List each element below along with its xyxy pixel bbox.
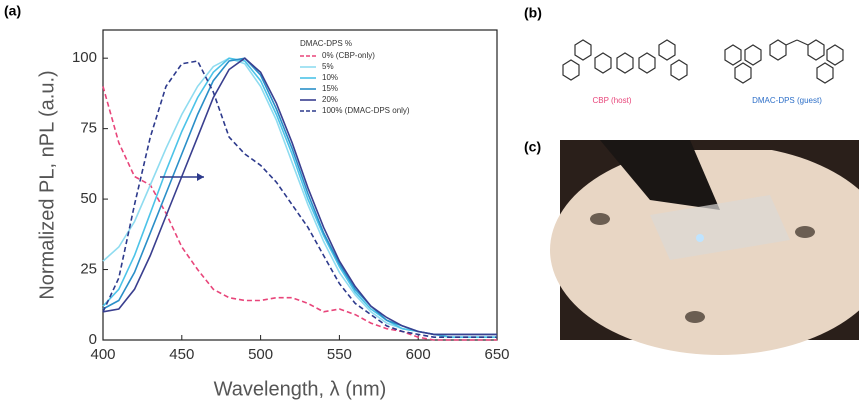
x-tick-label: 550 <box>327 346 352 363</box>
molecule-label: CBP (host) <box>593 96 632 105</box>
x-tick-label: 650 <box>484 346 509 363</box>
legend-label: 0% (CBP-only) <box>322 51 375 60</box>
y-tick-label: 50 <box>80 190 97 207</box>
molecule-label: DMAC-DPS (guest) <box>752 96 822 105</box>
photo <box>550 140 859 355</box>
x-tick-label: 450 <box>169 346 194 363</box>
legend-label: 100% (DMAC-DPS only) <box>322 106 410 115</box>
y-tick-label: 75 <box>80 120 97 137</box>
page: (a) (b) (c) CBP (host) DMAC-DPS (guest) … <box>0 0 859 410</box>
panel-label: (c) <box>524 139 541 155</box>
molecule-dmac-dps <box>725 40 843 83</box>
x-tick-label: 600 <box>406 346 431 363</box>
line-series <box>103 86 497 340</box>
panel-label: (b) <box>524 5 542 21</box>
y-tick-label: 100 <box>72 49 97 66</box>
molecule-cbp <box>563 40 687 80</box>
y-axis-label: Normalized PL, nPL (a.u.) <box>36 70 58 299</box>
legend-label: 5% <box>322 62 334 71</box>
x-tick-label: 500 <box>248 346 273 363</box>
y-tick-label: 0 <box>89 331 97 348</box>
legend-label: 15% <box>322 84 338 93</box>
legend-label: 20% <box>322 95 338 104</box>
legend-title: DMAC-DPS % <box>300 39 352 48</box>
panel-label: (a) <box>4 3 21 19</box>
x-axis-label: Wavelength, λ (nm) <box>214 378 387 400</box>
x-tick-label: 400 <box>90 346 115 363</box>
line-series <box>103 61 497 337</box>
y-tick-label: 25 <box>80 261 97 278</box>
legend-label: 10% <box>322 73 338 82</box>
arrow-head <box>197 173 204 181</box>
figure: (a) (b) (c) CBP (host) DMAC-DPS (guest) … <box>0 0 859 405</box>
